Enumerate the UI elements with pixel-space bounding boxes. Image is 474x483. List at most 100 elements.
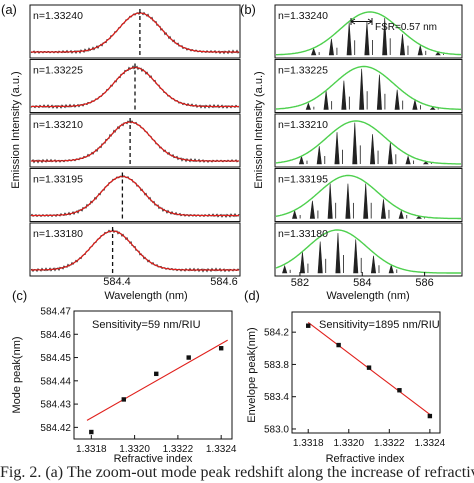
panel-d-y-tick-label: 584.2 [264,328,289,339]
envelope-curve [275,229,461,274]
mode-line [370,134,376,165]
panel-a-ylabel: Emission Intensity (a.u.) [10,71,22,188]
panel-b-frame [274,222,463,277]
x-tick-label: 582 [291,277,309,289]
panel-c-y-tick-label: 584.44 [40,376,71,387]
panel-d-data-point [397,388,402,393]
mode-line [341,80,347,110]
panel-b-subplot: n=1.33225 [274,59,463,113]
panel-c-fit-line [86,339,228,421]
mode-fit-curve [31,175,239,217]
panel-c-y-tick-label: 584.47 [40,307,71,318]
panel-a-frame [29,222,241,277]
mode-line [422,161,429,165]
mode-line [282,264,288,274]
panel-c-annotation: Sensitivity=59 nm/RIU [92,319,201,331]
panel-b-label: (b) [240,2,256,17]
panel-d-data-point [336,342,341,348]
panel-b-frame [274,4,463,59]
mode-line [405,155,411,165]
panel-a-frame [29,113,241,168]
mode-line [370,255,377,274]
panel-c-y-tick-label: 584.43 [40,400,71,411]
mode-line [380,199,386,219]
panel-d-data-point [427,413,433,419]
panel-a-xtick-2: 584.6 [210,276,238,288]
panel-c-data-point [186,355,191,360]
mode-line [376,74,382,110]
panel-b-x-ticks: 582 584 586 [291,272,434,289]
panel-b-frame [274,168,463,222]
mode-line [298,155,305,165]
series-label: n=1.33195 [33,174,83,186]
series-label: n=1.33225 [278,65,328,77]
mode-line [382,17,388,56]
mode-line [435,51,441,56]
panel-d-x-tick-label: 1.3324 [415,438,446,449]
panel-a-frame [29,4,241,59]
mode-line [399,34,406,56]
panel-a-subplot: n=1.33180 [29,222,241,277]
panel-d-data-point [306,323,311,328]
panel-d-y-tick-label: 583.8 [264,360,289,371]
panel-c-y-tick-label: 584.42 [40,423,71,434]
mode-fit-curve [31,230,239,271]
mode-line [388,263,394,274]
panel-c-xlabel: Refractive index [114,453,193,462]
panel-a-subplot: n=1.33225 [29,59,241,113]
mode-line [352,122,358,165]
panel-a: (a) Emission Intensity (a.u.) n=1.33240n… [1,2,241,302]
fsr-annotation: FSR=0.57 nm [350,18,437,33]
panel-b-frame [274,113,463,168]
envelope-curve [276,11,461,56]
panel-d-y-tick-label: 583.0 [264,424,289,435]
mode-line [299,251,305,274]
mode-line [394,89,400,110]
panel-b-frame [274,59,463,113]
panel-b-subplot: n=1.33195 [274,168,463,222]
panel-d-ylabel: Envelope peak(nm) [246,327,258,422]
panel-c-x-tick-label: 1.3320 [119,444,150,455]
mode-line [359,68,365,110]
mode-line [311,47,317,56]
panel-a-xtick-1: 584.4 [103,276,131,288]
panel-d-label: (d) [244,288,260,303]
mode-line [417,45,423,56]
panel-d-data-point [366,365,372,370]
mode-line [292,209,298,219]
panel-b-xlabel: Wavelength (nm) [326,290,409,302]
mode-line [429,106,436,110]
series-label: n=1.33210 [33,119,83,131]
panel-c-data-point [89,429,94,435]
panel-c-data-point [154,371,159,377]
mode-fit-curve [31,121,239,162]
series-label: n=1.33240 [278,10,328,22]
panel-b-subplot: n=1.33180 [274,222,463,277]
panel-b-subplots: n=1.33240 n=1.33225 n=1.33210 n=1.33195 n=1.… [274,4,463,277]
panel-c-axes [73,310,233,440]
panel-c-y-tick-label: 584.45 [40,353,71,364]
panel-a-xlabel: Wavelength (nm) [104,290,187,302]
panel-b-ylabel: Emission Intensity (a.u.) [253,71,265,188]
panel-a-label: (a) [1,2,17,17]
panel-c-data-point [121,397,126,402]
mode-fit-curve [31,12,239,53]
mode-line [309,200,315,219]
mode-line [416,215,422,219]
mode-line [398,209,404,219]
mode-line [316,146,322,165]
panel-c-data-point [218,346,224,351]
panel-d-x-tick-label: 1.3320 [333,438,364,449]
panel-c-y-tick-label: 584.46 [40,330,71,341]
mode-line [327,183,333,219]
mode-line [317,241,323,274]
panel-d-y-tick-label: 583.4 [264,392,289,403]
mode-line [328,38,334,56]
panel-d-annotation: Sensitivity=1895 nm/RIU [319,319,440,331]
panel-a-subplots: n=1.33240 n=1.33225 n=1.33210 n=1.33195 n=1.… [29,4,241,277]
mode-line [345,183,351,219]
envelope-curve [275,120,461,165]
mode-line [412,99,418,110]
panel-c-label: (c) [12,288,27,303]
mode-line [323,90,329,110]
